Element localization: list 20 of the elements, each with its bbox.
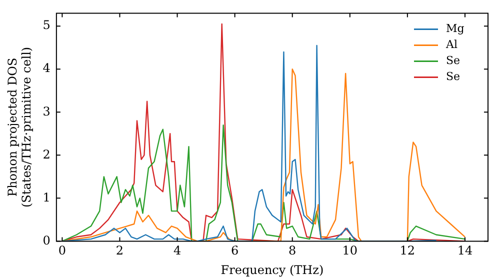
legend-label: Se bbox=[446, 70, 460, 84]
y-axis-title: Phonon projected DOS (States/THz·primitive cell) bbox=[5, 46, 34, 208]
x-tick-label: 6 bbox=[230, 244, 239, 258]
x-axis-title: Frequency (THz) bbox=[220, 262, 324, 277]
legend-label: Mg bbox=[446, 22, 464, 36]
y-tick-label: 0 bbox=[42, 233, 50, 248]
x-tick-label: 12 bbox=[400, 244, 416, 258]
x-tick-label: 8 bbox=[288, 244, 296, 258]
x-tick-label: 4 bbox=[173, 244, 182, 258]
legend-label: Se bbox=[446, 54, 460, 68]
x-tick-label: 14 bbox=[457, 244, 473, 258]
y-tick-label: 1 bbox=[42, 190, 50, 204]
x-tick-label: 10 bbox=[342, 244, 358, 258]
y-tick-label: 2 bbox=[42, 147, 50, 162]
y-tick-label: 5 bbox=[42, 18, 50, 32]
y-tick-label: 4 bbox=[42, 61, 51, 76]
y-tick-label: 3 bbox=[42, 104, 50, 118]
x-tick-label: 0 bbox=[58, 244, 66, 258]
legend-label: Al bbox=[445, 38, 458, 52]
x-tick-label: 2 bbox=[116, 244, 124, 258]
